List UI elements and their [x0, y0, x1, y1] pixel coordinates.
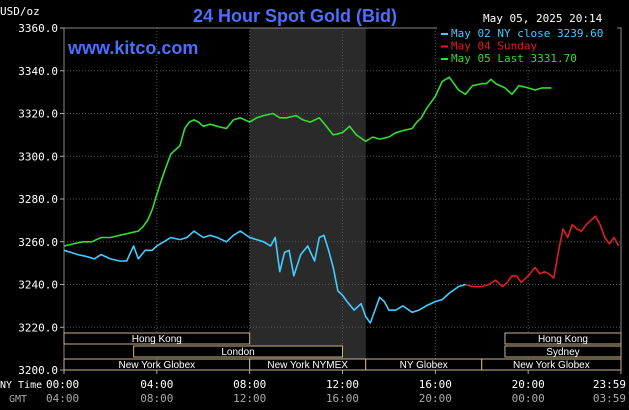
y-axis-label: USD/oz — [0, 5, 40, 18]
x-tick-label-gmt: 00:00 — [512, 392, 545, 405]
session-label: Hong Kong — [132, 334, 182, 345]
x-tick-label-ny: 23:59 — [593, 378, 626, 391]
ny-time-label: NY Time — [0, 380, 42, 391]
y-tick-label: 3240.0 — [18, 279, 58, 292]
session-label: New York Globex — [513, 360, 590, 371]
legend-label: May 04 Sunday — [451, 40, 537, 53]
session-label: Sydney — [546, 347, 579, 358]
x-tick-label-gmt: 04:00 — [46, 392, 79, 405]
x-tick-label-gmt: 16:00 — [326, 392, 359, 405]
session-bar — [63, 332, 251, 345]
price-series — [63, 76, 620, 324]
series-line-1 — [465, 215, 620, 288]
timestamp: May 05, 2025 20:14 — [483, 12, 603, 25]
session-bar — [133, 345, 343, 358]
y-tick-label: 3340.0 — [18, 65, 58, 78]
session-bar — [504, 332, 622, 345]
x-tick-label-gmt: 03:59 — [593, 392, 626, 405]
session-bar — [504, 345, 622, 358]
y-tick-label: 3220.0 — [18, 321, 58, 334]
y-axis: 3360.0 3340.0 3320.0 3300.0 3280.0 3260.0 3240… — [18, 22, 64, 377]
x-tick-label-gmt: 12:00 — [233, 392, 266, 405]
legend-label: May 02 NY close 3239.60 — [451, 27, 603, 40]
y-tick-label: 3260.0 — [18, 236, 58, 249]
gmt-label: GMT — [9, 394, 27, 405]
grid — [64, 28, 621, 370]
x-tick-label-ny: 00:00 — [46, 378, 79, 391]
session-label: Hong Kong — [538, 334, 588, 345]
y-tick-label: 3280.0 — [18, 193, 58, 206]
x-tick-label-gmt: 20:00 — [419, 392, 452, 405]
x-tick-label-ny: 12:00 — [326, 378, 359, 391]
x-tick-label-ny: 04:00 — [140, 378, 173, 391]
legend-box — [437, 27, 617, 67]
x-tick-label-ny: 08:00 — [233, 378, 266, 391]
chart-title: 24 Hour Spot Gold (Bid) — [193, 6, 397, 26]
y-tick-label: 3300.0 — [18, 150, 58, 163]
y-tick-label: 3200.0 — [18, 364, 58, 377]
session-label: NY Globex — [400, 360, 448, 371]
series-line-0 — [63, 230, 466, 324]
x-tick-label-ny: 16:00 — [419, 378, 452, 391]
session-label: New York Globex — [118, 360, 195, 371]
session-bar — [481, 358, 622, 371]
session-label: London — [221, 347, 254, 358]
session-label: New York NYMEX — [267, 360, 348, 371]
x-tick-label-ny: 20:00 — [512, 378, 545, 391]
y-tick-label: 3360.0 — [18, 22, 58, 35]
y-tick-label: 3320.0 — [18, 108, 58, 121]
legend-label: May 05 Last 3331.70 — [451, 52, 577, 65]
market-sessions: Hong Kong Hong Kong London Sydney New York G… — [63, 332, 622, 371]
kitco-watermark: www.kitco.com — [67, 38, 198, 58]
series-line-2 — [63, 76, 552, 247]
x-tick-label-gmt: 08:00 — [140, 392, 173, 405]
x-axis: 00:0004:0004:0008:0008:0012:0012:0016:00… — [46, 370, 626, 405]
